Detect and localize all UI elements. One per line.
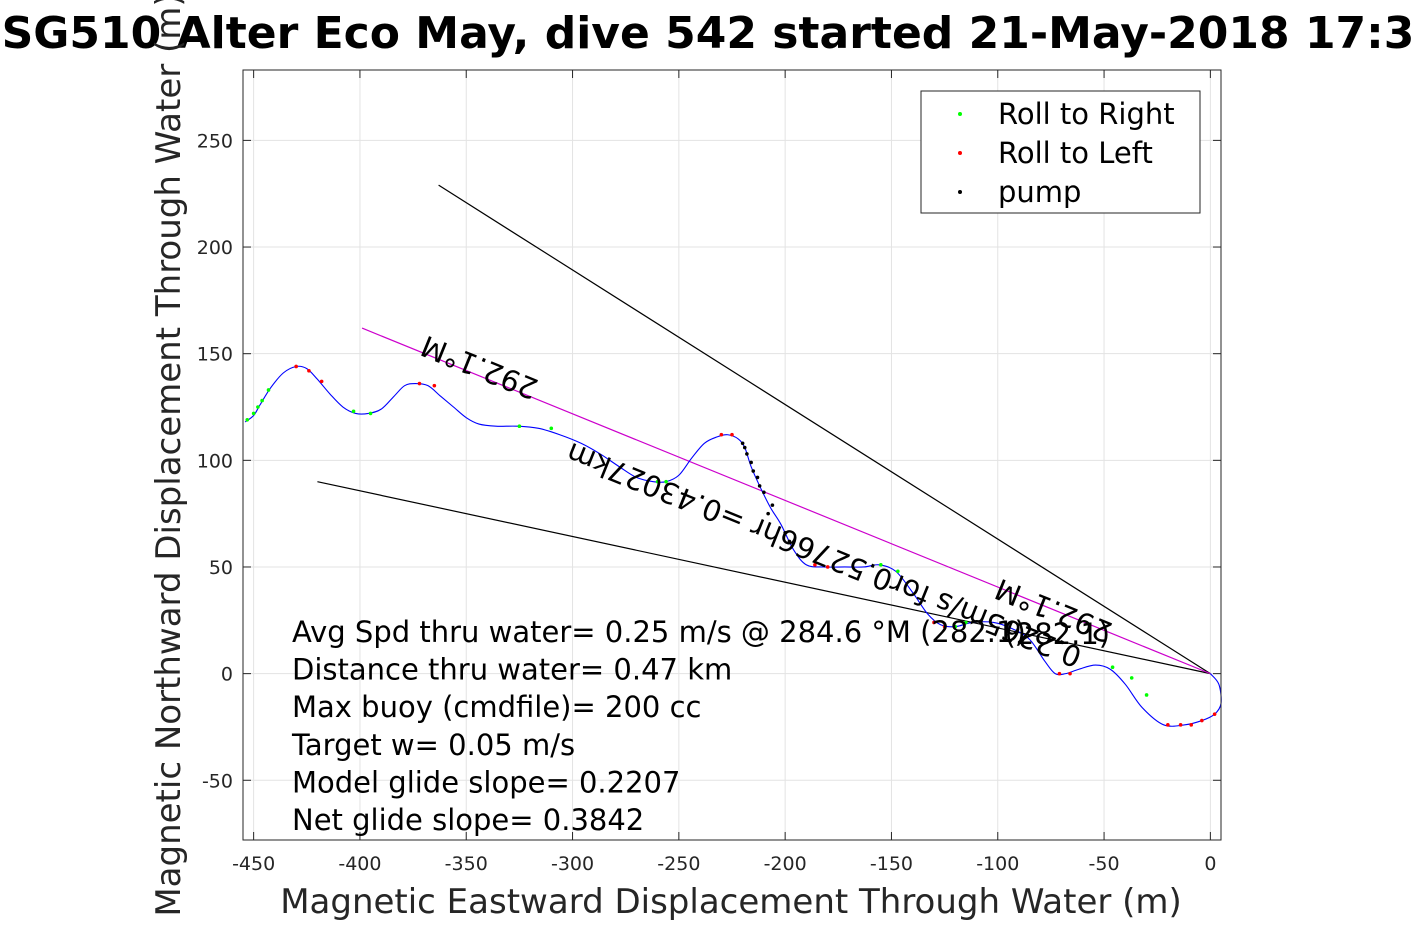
- roll-left-marker: [1189, 723, 1194, 727]
- track-line: [244, 365, 1222, 727]
- reference-lines: [317, 184, 1211, 675]
- roll-right-marker: [655, 479, 660, 484]
- roll-right-marker: [1144, 693, 1149, 697]
- pump-marker: [787, 539, 792, 544]
- reference-line-lower: [317, 481, 1211, 675]
- pump-marker: [745, 452, 749, 456]
- roll-right-marker: [368, 411, 373, 416]
- roll-right-marker: [260, 398, 264, 403]
- rotated-annotation: (282.1): [1004, 617, 1110, 651]
- roll-right-marker: [549, 426, 554, 431]
- y-axis-label: Magnetic Northward Displacement Through …: [149, 0, 189, 917]
- stat-line: Max buoy (cmdfile)= 200 cc: [292, 690, 701, 724]
- roll-left-marker: [1200, 718, 1204, 723]
- x-tick-label: -400: [338, 853, 381, 875]
- legend-entries: Roll to Right Roll to Left pump: [958, 97, 1175, 209]
- x-tick-label: -50: [1089, 853, 1120, 875]
- roll-right-marker: [256, 405, 260, 409]
- y-tick-label: 50: [209, 557, 233, 579]
- roll-left-marker: [319, 379, 324, 384]
- stat-line: Distance thru water= 0.47 km: [292, 653, 732, 687]
- y-tick-label: 200: [197, 237, 233, 259]
- roll-left-marker: [825, 565, 830, 569]
- reference-line-upper: [438, 184, 1211, 675]
- roll-right-marker: [266, 388, 271, 392]
- axes-box: [242, 69, 1222, 841]
- legend-box: [920, 90, 1201, 214]
- y-tick-label: 250: [197, 130, 233, 152]
- x-tick-label: -250: [657, 853, 700, 875]
- x-tick-label: -200: [764, 853, 807, 875]
- legend-label: Roll to Left: [998, 136, 1153, 170]
- chart-title: SG510 Alter Eco May, dive 542 started 21…: [2, 8, 1415, 59]
- roll-right-marker: [964, 620, 968, 625]
- roll-left-marker: [1212, 712, 1217, 716]
- x-tick-label: 0: [1204, 853, 1216, 875]
- roll-left-marker: [294, 364, 298, 369]
- roll-left-marker: [813, 563, 817, 567]
- markers: [245, 364, 1217, 727]
- roll-right-marker: [251, 411, 256, 416]
- roll-right-marker: [517, 424, 522, 429]
- legend-marker: [958, 112, 962, 116]
- x-tick-label: -100: [976, 853, 1019, 875]
- y-tick-label: -50: [202, 770, 233, 792]
- roll-right-marker: [896, 569, 900, 574]
- legend-marker: [958, 190, 962, 194]
- stats-annotations: Avg Spd thru water= 0.25 m/s @ 284.6 °M …: [291, 615, 1026, 837]
- x-tick-label: -300: [551, 853, 594, 875]
- x-tick-label: -350: [445, 853, 488, 875]
- pump-marker: [742, 445, 747, 450]
- pump-marker: [755, 475, 760, 480]
- pump-marker: [749, 460, 753, 465]
- pump-marker: [783, 531, 787, 535]
- y-tick-label: 150: [197, 344, 233, 366]
- roll-left-marker: [417, 381, 422, 386]
- roll-right-marker: [879, 563, 883, 567]
- roll-right-marker: [1110, 665, 1115, 670]
- stat-line: Target w= 0.05 m/s: [291, 728, 575, 762]
- roll-left-marker: [932, 620, 936, 625]
- legend-marker: [958, 151, 962, 155]
- reference-line-heading: [361, 327, 1211, 675]
- stat-line: Model glide slope= 0.2207: [292, 765, 680, 799]
- pump-marker: [751, 469, 756, 473]
- pump-marker: [762, 490, 766, 495]
- roll-left-marker: [432, 383, 437, 388]
- pump-marker: [757, 484, 762, 488]
- x-axis-label: Magnetic Eastward Displacement Through W…: [280, 882, 1182, 922]
- roll-left-marker: [1166, 723, 1170, 727]
- ticks: -450 -400 -350 -300 -250 -200 -150 -100 -50 0 -50 0…: [197, 70, 1221, 875]
- stat-line: Avg Spd thru water= 0.25 m/s @ 284.6 °M …: [292, 615, 1026, 649]
- roll-right-marker: [664, 479, 668, 484]
- roll-left-marker: [730, 432, 734, 437]
- roll-right-marker: [245, 418, 250, 422]
- track: [244, 365, 1222, 727]
- roll-right-marker: [1129, 676, 1134, 680]
- roll-left-marker: [719, 432, 724, 437]
- y-tick-label: 100: [197, 450, 233, 472]
- roll-left-marker: [1178, 723, 1183, 727]
- roll-left-marker: [307, 368, 311, 373]
- y-tick-label: 0: [221, 664, 233, 686]
- roll-right-marker: [953, 624, 958, 629]
- x-tick-label: -150: [870, 853, 913, 875]
- roll-left-marker: [1057, 671, 1062, 676]
- legend-label: pump: [998, 175, 1081, 209]
- x-tick-label: -450: [232, 853, 275, 875]
- roll-left-marker: [1068, 671, 1072, 676]
- pump-marker: [766, 511, 770, 516]
- pump-marker: [770, 503, 775, 507]
- legend-label: Roll to Right: [998, 97, 1175, 131]
- stat-line: Net glide slope= 0.3842: [292, 803, 644, 837]
- roll-right-marker: [351, 409, 356, 414]
- pump-marker: [740, 441, 745, 446]
- roll-left-marker: [942, 624, 947, 629]
- legend: Roll to Right Roll to Left pump: [920, 90, 1201, 214]
